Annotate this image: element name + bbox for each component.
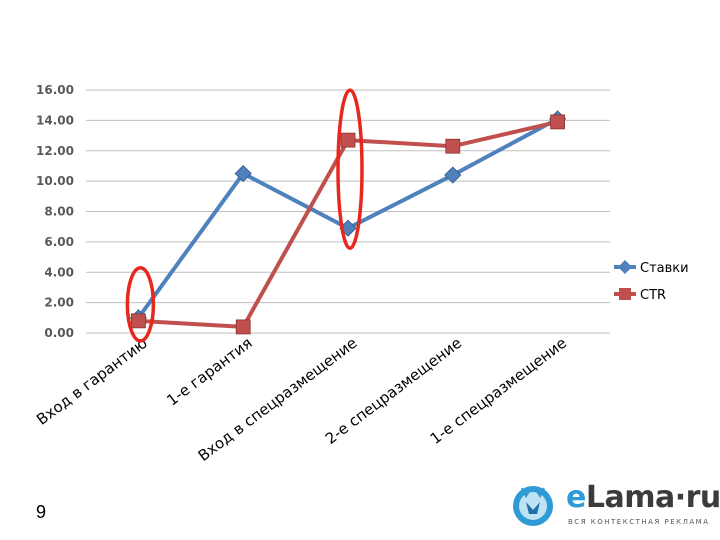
highlight-oval <box>125 266 156 343</box>
data-point <box>130 313 146 329</box>
legend-marker <box>618 260 632 274</box>
y-tick-label: 10.00 <box>36 174 74 188</box>
series-line-Ставки <box>136 117 559 319</box>
y-axis-ticks: 0.00 2.00 4.00 6.00 8.00 10.00 12.00 14.00 16.00 <box>36 83 74 340</box>
highlight-ovals <box>125 88 364 343</box>
line-chart: 0.00 2.00 4.00 6.00 8.00 10.00 12.00 14.00 16.00… <box>33 83 689 465</box>
legend-label: Ставки <box>640 261 689 276</box>
chart-series <box>129 110 567 335</box>
data-point <box>550 114 565 130</box>
x-tick-label: Вход в гарантию <box>33 334 151 429</box>
y-tick-label: 16.00 <box>36 83 74 97</box>
elama-logo: eLama·ru ВСЯ КОНТЕКСТНАЯ РЕКЛАМА <box>508 480 720 528</box>
logo-wordmark: eLama·ru <box>566 480 720 515</box>
data-point <box>445 138 461 154</box>
y-tick-label: 6.00 <box>44 235 74 249</box>
chart-legend: Ставки CTR <box>614 260 689 303</box>
deer-emblem-icon <box>513 486 553 526</box>
data-point <box>235 319 251 335</box>
y-tick-label: 8.00 <box>44 205 74 219</box>
highlight-oval <box>336 88 364 250</box>
legend-marker <box>619 288 631 300</box>
data-point <box>444 166 462 184</box>
y-tick-label: 2.00 <box>44 296 74 310</box>
y-tick-label: 0.00 <box>44 326 74 340</box>
y-tick-label: 4.00 <box>44 265 74 279</box>
legend-label: CTR <box>640 288 666 303</box>
y-tick-label: 12.00 <box>36 144 74 158</box>
logo-tagline: ВСЯ КОНТЕКСТНАЯ РЕКЛАМА <box>568 518 710 526</box>
y-tick-label: 14.00 <box>36 113 74 127</box>
x-tick-label: 1-е гарантия <box>163 334 255 410</box>
slide-number: 9 <box>36 502 47 522</box>
data-point <box>340 132 356 148</box>
data-point <box>234 164 252 183</box>
